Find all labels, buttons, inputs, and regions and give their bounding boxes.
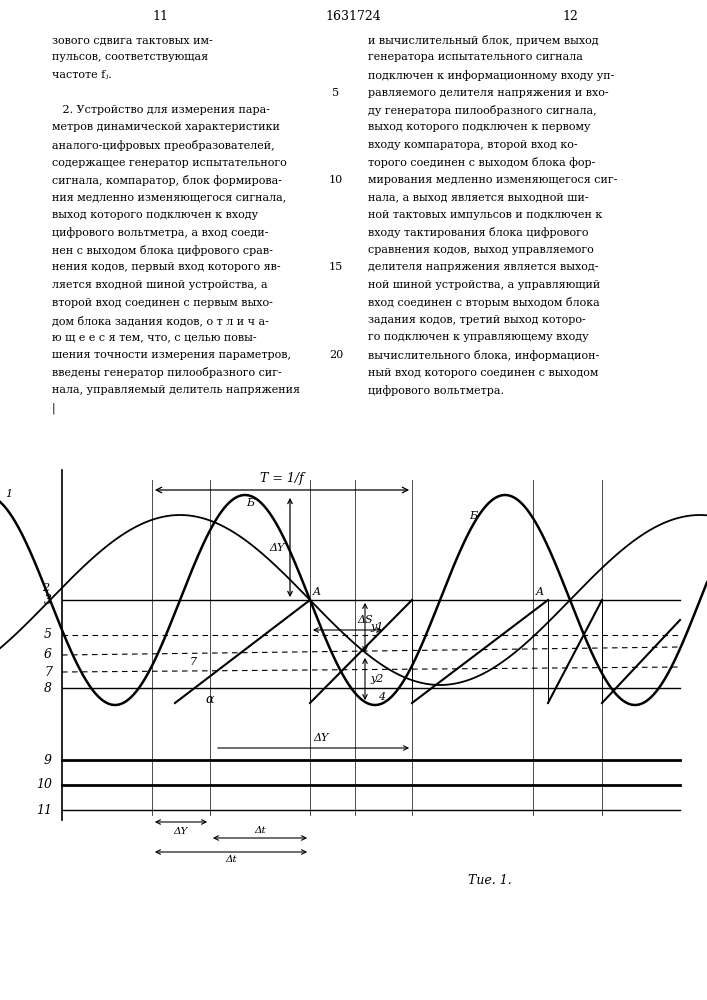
Text: сравнения кодов, выход управляемого: сравнения кодов, выход управляемого <box>368 245 594 255</box>
Text: ю щ е е с я тем, что, с целью повы-: ю щ е е с я тем, что, с целью повы- <box>52 332 257 342</box>
Text: пульсов, соответствующая: пульсов, соответствующая <box>52 52 208 62</box>
Text: частоте fⱼ.: частоте fⱼ. <box>52 70 112 80</box>
Text: 4: 4 <box>378 692 385 702</box>
Text: α: α <box>206 693 214 706</box>
Text: 1631724: 1631724 <box>325 10 381 23</box>
Text: Τue. 1.: Τue. 1. <box>468 874 512 886</box>
Text: цифрового вольтметра, а вход соеди-: цифрового вольтметра, а вход соеди- <box>52 228 269 238</box>
Text: вход соединен с вторым выходом блока: вход соединен с вторым выходом блока <box>368 298 600 308</box>
Text: делителя напряжения является выход-: делителя напряжения является выход- <box>368 262 599 272</box>
Text: 2. Устройство для измерения пара-: 2. Устройство для измерения пара- <box>52 105 270 115</box>
Text: 10: 10 <box>329 175 343 185</box>
Text: вычислительного блока, информацион-: вычислительного блока, информацион- <box>368 350 600 361</box>
Text: нала, управляемый делитель напряжения: нала, управляемый делитель напряжения <box>52 385 300 395</box>
Text: Δt: Δt <box>255 826 266 835</box>
Text: генератора испытательного сигнала: генератора испытательного сигнала <box>368 52 583 62</box>
Text: метров динамической характеристики: метров динамической характеристики <box>52 122 280 132</box>
Text: A: A <box>313 587 321 597</box>
Text: Б: Б <box>469 511 477 521</box>
Text: ΔS: ΔS <box>358 615 373 625</box>
Text: 5: 5 <box>332 88 339 98</box>
Text: дом блока задания кодов, о т л и ч а-: дом блока задания кодов, о т л и ч а- <box>52 315 269 326</box>
Text: равляемого делителя напряжения и вхо-: равляемого делителя напряжения и вхо- <box>368 88 609 98</box>
Text: ляется входной шиной устройства, а: ляется входной шиной устройства, а <box>52 280 268 290</box>
Text: 9: 9 <box>44 754 52 766</box>
Text: ду генератора пилообразного сигнала,: ду генератора пилообразного сигнала, <box>368 105 597 116</box>
Text: введены генератор пилообразного сиг-: введены генератор пилообразного сиг- <box>52 367 282 378</box>
Text: ΔY: ΔY <box>174 827 188 836</box>
Text: 10: 10 <box>36 778 52 792</box>
Text: ΔY: ΔY <box>313 733 329 743</box>
Text: нения кодов, первый вход которого яв-: нения кодов, первый вход которого яв- <box>52 262 281 272</box>
Text: торого соединен с выходом блока фор-: торого соединен с выходом блока фор- <box>368 157 595 168</box>
Text: ной шиной устройства, а управляющий: ной шиной устройства, а управляющий <box>368 280 600 290</box>
Text: 11: 11 <box>36 804 52 816</box>
Text: мирования медленно изменяющегося сиг-: мирования медленно изменяющегося сиг- <box>368 175 617 185</box>
Text: нала, а выход является выходной ши-: нала, а выход является выходной ши- <box>368 192 589 202</box>
Text: A: A <box>536 587 544 597</box>
Text: второй вход соединен с первым выхо-: второй вход соединен с первым выхо- <box>52 298 273 308</box>
Text: |: | <box>52 402 56 414</box>
Text: ΔY: ΔY <box>269 543 285 553</box>
Text: содержащее генератор испытательного: содержащее генератор испытательного <box>52 157 287 167</box>
Text: ния медленно изменяющегося сигнала,: ния медленно изменяющегося сигнала, <box>52 192 286 202</box>
Text: y2: y2 <box>370 674 383 684</box>
Text: 6: 6 <box>44 648 52 662</box>
Text: зового сдвига тактовых им-: зового сдвига тактовых им- <box>52 35 213 45</box>
Text: выход которого подключен к первому: выход которого подключен к первому <box>368 122 590 132</box>
Text: входу тактирования блока цифрового: входу тактирования блока цифрового <box>368 228 588 238</box>
Text: задания кодов, третий выход которо-: задания кодов, третий выход которо- <box>368 315 586 325</box>
Text: 1: 1 <box>5 489 12 499</box>
Text: ный вход которого соединен с выходом: ный вход которого соединен с выходом <box>368 367 598 377</box>
Text: шения точности измерения параметров,: шения точности измерения параметров, <box>52 350 291 360</box>
Text: 11: 11 <box>152 10 168 23</box>
Text: Δt: Δt <box>226 855 237 864</box>
Text: подключен к информационному входу уп-: подключен к информационному входу уп- <box>368 70 614 81</box>
Text: цифрового вольтметра.: цифрового вольтметра. <box>368 385 504 396</box>
Text: го подключен к управляющему входу: го подключен к управляющему входу <box>368 332 589 342</box>
Text: 3: 3 <box>44 593 52 606</box>
Text: 15: 15 <box>329 262 343 272</box>
Text: ной тактовых импульсов и подключен к: ной тактовых импульсов и подключен к <box>368 210 602 220</box>
Text: и вычислительный блок, причем выход: и вычислительный блок, причем выход <box>368 35 599 46</box>
Text: 8: 8 <box>44 682 52 694</box>
Text: выход которого подключен к входу: выход которого подключен к входу <box>52 210 258 220</box>
Text: 20: 20 <box>329 350 343 360</box>
Text: 2: 2 <box>42 583 49 593</box>
Text: Б: Б <box>246 498 254 508</box>
Text: 7: 7 <box>44 666 52 678</box>
Text: 7: 7 <box>190 657 197 667</box>
Text: нен с выходом блока цифрового срав-: нен с выходом блока цифрового срав- <box>52 245 273 256</box>
Text: аналого-цифровых преобразователей,: аналого-цифровых преобразователей, <box>52 140 274 151</box>
Text: 12: 12 <box>562 10 578 23</box>
Text: 5: 5 <box>44 629 52 642</box>
Text: входу компаратора, второй вход ко-: входу компаратора, второй вход ко- <box>368 140 578 150</box>
Text: сигнала, компаратор, блок формирова-: сигнала, компаратор, блок формирова- <box>52 175 282 186</box>
Text: y1: y1 <box>370 622 383 633</box>
Text: T = 1/f: T = 1/f <box>260 472 304 485</box>
